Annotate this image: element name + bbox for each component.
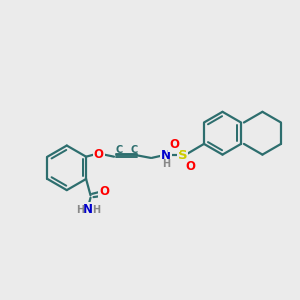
Text: C: C [116, 145, 123, 155]
Text: O: O [186, 160, 196, 173]
Text: N: N [83, 203, 93, 216]
Text: O: O [169, 138, 179, 151]
Text: O: O [94, 148, 103, 161]
Text: H: H [162, 159, 170, 169]
Text: C: C [130, 145, 138, 155]
Text: H: H [92, 205, 101, 214]
Text: N: N [161, 149, 171, 162]
Text: H: H [76, 205, 84, 214]
Text: O: O [99, 185, 109, 198]
Text: S: S [178, 149, 187, 162]
